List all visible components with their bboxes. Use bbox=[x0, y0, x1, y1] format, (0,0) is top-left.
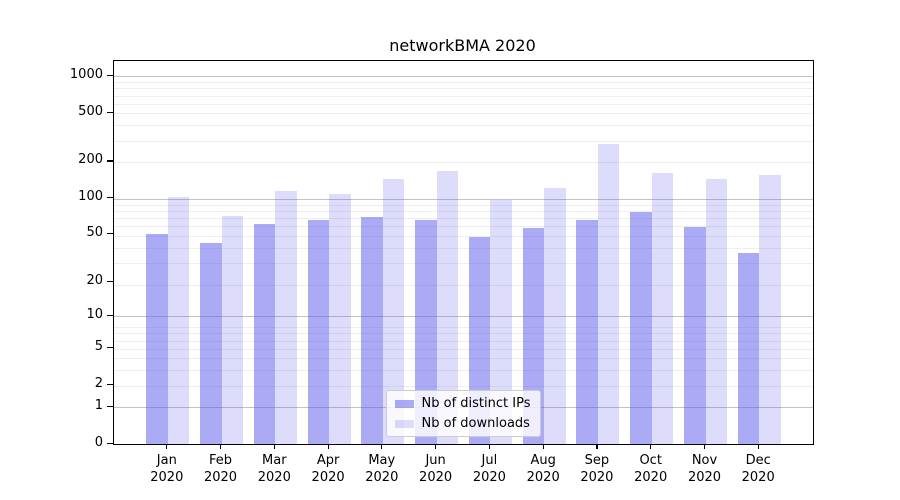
bar-distinct-ips-sep bbox=[576, 219, 598, 444]
bar-downloads-aug bbox=[544, 188, 566, 444]
gridline-599 bbox=[114, 103, 813, 105]
x-tick-label-jun: Jun 2020 bbox=[419, 453, 453, 485]
x-tick-label-may: May 2020 bbox=[365, 453, 399, 485]
bar-downloads-jan bbox=[167, 197, 190, 444]
x-tick-label-jan: Jan 2020 bbox=[150, 453, 184, 485]
y-tick-label-0: 0 bbox=[94, 434, 103, 450]
bar-downloads-jul bbox=[490, 200, 512, 444]
x-tick-label-jul: Jul 2020 bbox=[472, 453, 506, 485]
x-tick-label-aug: Aug 2020 bbox=[526, 453, 560, 485]
legend: Nb of distinct IPs Nb of downloads bbox=[385, 390, 542, 437]
bar-distinct-ips-oct bbox=[630, 212, 652, 444]
gridline-5 bbox=[114, 348, 813, 350]
y-tick-label-200: 200 bbox=[78, 152, 103, 168]
gridline-3 bbox=[114, 370, 813, 372]
x-tick-label-nov: Nov 2020 bbox=[687, 453, 722, 485]
gridline-29 bbox=[114, 263, 813, 264]
bar-downloads-oct bbox=[651, 173, 674, 444]
bar-distinct-ips-apr bbox=[307, 220, 330, 444]
gridline-59 bbox=[114, 226, 813, 228]
legend-label-downloads: Nb of downloads bbox=[421, 416, 530, 431]
y-tick-label-50: 50 bbox=[86, 225, 103, 241]
bar-downloads-may bbox=[382, 178, 405, 444]
bar-distinct-ips-jun bbox=[415, 220, 437, 444]
bar-downloads-mar bbox=[275, 191, 297, 444]
x-tick-label-dec: Dec 2020 bbox=[741, 453, 775, 485]
gridline-2 bbox=[114, 385, 813, 387]
gridline-899 bbox=[114, 82, 813, 84]
y-tick-label-20: 20 bbox=[86, 272, 103, 288]
gridline-79 bbox=[114, 210, 813, 212]
gridline-100 bbox=[114, 198, 813, 200]
gridline-10 bbox=[114, 316, 813, 318]
gridline-799 bbox=[114, 88, 813, 90]
bar-distinct-ips-feb bbox=[200, 242, 222, 444]
x-tick-label-mar: Mar 2020 bbox=[257, 453, 291, 485]
gridline-199 bbox=[114, 162, 813, 164]
y-tick-label-10: 10 bbox=[86, 306, 103, 322]
gridline-49 bbox=[114, 235, 813, 237]
chart-title: networkBMA 2020 bbox=[389, 36, 536, 55]
legend-label-distinct-ips: Nb of distinct IPs bbox=[421, 396, 531, 411]
bar-downloads-jun bbox=[436, 171, 459, 444]
gridline-6 bbox=[114, 340, 813, 342]
bar-distinct-ips-nov bbox=[684, 227, 706, 444]
x-tick-label-sep: Sep 2020 bbox=[580, 453, 614, 485]
legend-swatch-distinct-ips bbox=[394, 399, 414, 408]
bar-downloads-feb bbox=[221, 215, 243, 444]
gridline-7 bbox=[114, 333, 813, 335]
bar-distinct-ips-dec bbox=[737, 253, 760, 444]
gridline-499 bbox=[114, 113, 813, 115]
x-tick-label-oct: Oct 2020 bbox=[634, 453, 668, 485]
y-tick-label-100: 100 bbox=[78, 189, 103, 204]
gridline-89 bbox=[114, 204, 813, 206]
gridline-19 bbox=[114, 284, 813, 286]
x-tick-label-apr: Apr 2020 bbox=[311, 453, 345, 485]
gridline-1000 bbox=[114, 76, 813, 78]
bar-downloads-dec bbox=[759, 175, 781, 444]
bar-downloads-apr bbox=[329, 194, 351, 444]
y-tick-label-1: 1 bbox=[94, 397, 103, 413]
bar-distinct-ips-mar bbox=[253, 224, 276, 444]
gridline-8 bbox=[114, 327, 813, 329]
legend-swatch-downloads bbox=[394, 419, 414, 428]
legend-item-distinct-ips: Nb of distinct IPs bbox=[394, 396, 531, 411]
bar-distinct-ips-jan bbox=[146, 233, 168, 444]
x-tick-label-feb: Feb 2020 bbox=[203, 453, 238, 485]
y-tick-label-5: 5 bbox=[94, 339, 103, 355]
gridline-69 bbox=[114, 218, 813, 219]
y-tick-label-1000: 1000 bbox=[69, 66, 103, 82]
gridline-399 bbox=[114, 125, 813, 127]
legend-item-downloads: Nb of downloads bbox=[394, 416, 531, 431]
gridline-39 bbox=[114, 247, 813, 249]
gridline-699 bbox=[114, 95, 813, 97]
bar-downloads-sep bbox=[597, 144, 620, 444]
gridline-4 bbox=[114, 358, 813, 360]
bar-downloads-nov bbox=[705, 178, 727, 444]
y-tick-label-500: 500 bbox=[78, 103, 103, 119]
plot-area: Nb of distinct IPs Nb of downloads bbox=[113, 60, 814, 445]
y-tick-label-2: 2 bbox=[94, 376, 103, 392]
bar-distinct-ips-may bbox=[361, 217, 383, 444]
gridline-299 bbox=[114, 140, 813, 142]
